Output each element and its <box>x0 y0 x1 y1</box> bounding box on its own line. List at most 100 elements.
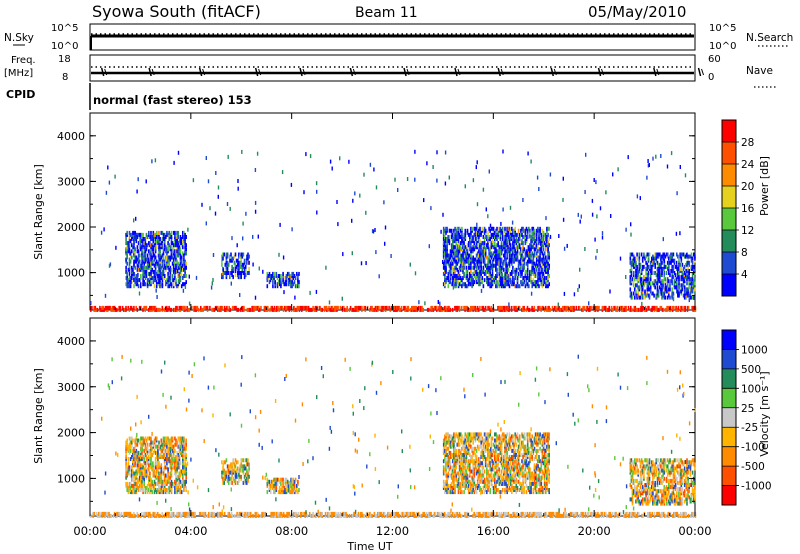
heatmap-cell <box>176 457 178 462</box>
heatmap-cell <box>594 305 597 310</box>
heatmap-cell <box>499 232 502 237</box>
heatmap-cell <box>241 464 244 469</box>
heatmap-cell <box>476 251 479 256</box>
heatmap-cell <box>483 245 486 250</box>
heatmap-cell <box>495 253 497 258</box>
heatmap-cell <box>101 305 103 310</box>
heatmap-cell <box>183 230 185 235</box>
heatmap-cell <box>157 463 159 468</box>
heatmap-cell <box>671 254 673 259</box>
heatmap-cell <box>233 254 236 259</box>
heatmap-cell <box>456 459 459 464</box>
heatmap-cell <box>182 267 184 272</box>
heatmap-cell <box>521 307 523 312</box>
heatmap-cell <box>447 486 450 490</box>
heatmap-cell <box>442 261 445 266</box>
heatmap-cell <box>475 274 478 278</box>
heatmap-cell <box>470 455 472 459</box>
heatmap-cell <box>547 269 549 274</box>
heatmap-cell <box>447 239 450 244</box>
heatmap-cell <box>631 252 634 257</box>
heatmap-cell <box>671 305 674 310</box>
heatmap-cell <box>132 453 134 457</box>
heatmap-cell <box>616 305 618 310</box>
heatmap-cell <box>129 481 132 486</box>
heatmap-cell <box>184 446 186 451</box>
heatmap-cell <box>246 480 248 485</box>
heatmap-cell <box>163 243 166 248</box>
heatmap-cell <box>632 271 635 275</box>
heatmap-cell <box>476 432 479 437</box>
heatmap-cell <box>647 285 650 290</box>
heatmap-cell <box>154 276 157 280</box>
heatmap-cell <box>496 257 498 262</box>
heatmap-cell <box>184 440 186 445</box>
heatmap-cell <box>125 448 127 453</box>
heatmap-cell <box>465 457 468 462</box>
heatmap-cell <box>351 218 353 223</box>
heatmap-cell <box>507 274 510 278</box>
heatmap-cell <box>446 253 448 258</box>
heatmap-cell <box>280 481 282 486</box>
heatmap-cell <box>529 234 531 239</box>
heatmap-cell <box>530 253 532 258</box>
heatmap-cell <box>472 271 474 276</box>
heatmap-cell <box>166 305 168 310</box>
heatmap-cell <box>459 450 462 455</box>
heatmap-cell <box>502 305 505 310</box>
heatmap-cell <box>160 438 163 443</box>
heatmap-cell <box>205 221 207 226</box>
heatmap-cell <box>341 305 344 310</box>
heatmap-cell <box>141 251 143 256</box>
heatmap-cell <box>505 282 507 287</box>
heatmap-cell <box>464 469 467 474</box>
heatmap-cell <box>171 459 174 464</box>
heatmap-cell <box>315 181 318 186</box>
heatmap-cell <box>467 265 470 270</box>
heatmap-cell <box>185 465 187 470</box>
heatmap-cell <box>450 282 453 287</box>
heatmap-cell <box>679 231 681 236</box>
heatmap-cell <box>277 305 279 310</box>
heatmap-cell <box>693 283 695 288</box>
heatmap-cell <box>165 265 167 270</box>
heatmap-cell <box>681 305 683 310</box>
heatmap-cell <box>152 259 155 264</box>
heatmap-cell <box>538 235 540 239</box>
heatmap-cell <box>540 307 542 312</box>
heatmap-cell <box>522 263 524 268</box>
heatmap-cell <box>182 436 184 441</box>
heatmap-cell <box>497 241 499 246</box>
heatmap-cell <box>155 455 158 459</box>
heatmap-cell <box>684 305 686 310</box>
heatmap-cell <box>636 277 638 282</box>
heatmap-cell <box>180 305 183 310</box>
heatmap-cell <box>499 276 502 280</box>
heatmap-cell <box>461 477 463 482</box>
heatmap-cell <box>227 474 230 479</box>
heatmap-cell <box>596 249 598 253</box>
heatmap-cell <box>685 287 687 292</box>
heatmap-cell <box>484 228 487 233</box>
heatmap-cell <box>677 305 680 310</box>
heatmap-cell <box>458 455 461 459</box>
heatmap-cell <box>288 486 290 490</box>
heatmap-cell <box>648 293 651 298</box>
heatmap-cell <box>246 462 248 467</box>
heatmap-cell <box>160 282 163 287</box>
heatmap-cell <box>160 446 163 451</box>
heatmap-cell <box>145 463 148 468</box>
heatmap-cell <box>668 293 670 298</box>
heatmap-cell <box>635 269 637 273</box>
heatmap-cell <box>180 440 183 445</box>
heatmap-cell <box>668 279 670 284</box>
heatmap-cell <box>225 472 228 477</box>
heatmap-cell <box>167 479 169 484</box>
heatmap-cell <box>474 446 477 451</box>
heatmap-cell <box>503 253 505 258</box>
heatmap-cell <box>652 305 655 310</box>
heatmap-cell <box>489 269 491 274</box>
heatmap-cell <box>645 293 647 298</box>
heatmap-cell <box>188 274 190 279</box>
heatmap-cell <box>444 239 446 244</box>
